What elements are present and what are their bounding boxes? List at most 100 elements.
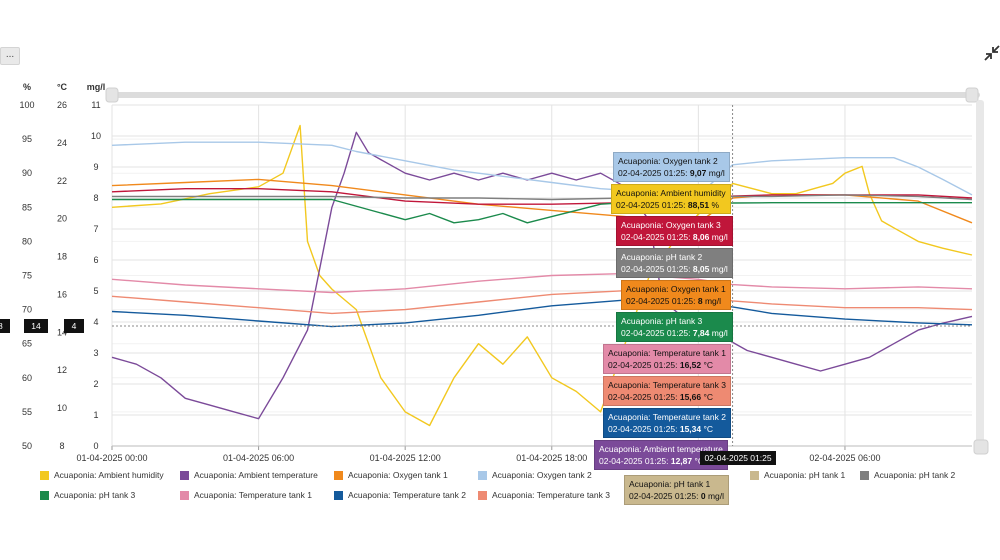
y-tick-label-pct: 80 [22,236,32,246]
legend-item[interactable]: Acuaponia: pH tank 3 [40,490,135,500]
x-tick-label: 01-04-2025 00:00 [76,453,147,463]
y-tick-label-deg: 12 [57,365,67,375]
tooltip-value-line: 02-04-2025 01:25: 15,66 °C [608,391,726,403]
y-tick-label-pct: 90 [22,168,32,178]
legend-swatch [478,470,487,480]
y-tick-label-pct: 50 [22,441,32,451]
series-line [111,141,973,196]
tooltip-value-line: 02-04-2025 01:25: 8 mg/l [626,295,726,307]
tooltip-value: 15,66 [679,392,702,402]
y-axis-unit-pct: % [23,82,31,92]
tooltip-value: 7,84 [692,328,710,338]
tooltip-time: 02-04-2025 01:25: [616,200,688,210]
y-tick-label-deg: 20 [57,214,67,224]
tooltip-value: 8 [697,296,703,306]
series-tooltip: Acuaponia: Oxygen tank 3 02-04-2025 01:25… [616,216,733,246]
legend-item[interactable]: Acuaponia: Temperature tank 1 [180,490,312,500]
y-tick-label-mgl: 0 [93,441,98,451]
vertical-scrollbar [976,100,984,446]
legend-swatch [334,490,343,500]
tooltip-value-line: 02-04-2025 01:25: 8,05 mg/l [621,263,728,275]
collapse-icon[interactable] [984,45,1000,61]
legend-label: Acuaponia: Temperature tank 1 [194,490,312,500]
legend-item[interactable]: Acuaponia: Oxygen tank 2 [478,470,592,480]
legend-swatch [860,470,869,480]
series-tooltip: Acuaponia: pH tank 1 02-04-2025 01:25: 0 … [624,475,729,505]
navigator-handle-left [105,87,119,103]
series-line [112,198,972,224]
y-tick-label-mgl: 5 [93,286,98,296]
y-tick-label-pct: 65 [22,339,32,349]
legend-item[interactable]: Acuaponia: Oxygen tank 1 [334,470,448,480]
tooltip-series-name: Acuaponia: pH tank 1 [629,479,711,489]
y-tick-label-mgl: 10 [91,131,101,141]
y-tick-label-deg: 14 [57,327,67,337]
legend-swatch [334,470,343,480]
tooltip-value: 8,06 [692,232,710,242]
legend-label: Acuaponia: Oxygen tank 1 [348,470,448,480]
y-axis-unit-mgl: mg/l [87,82,106,92]
legend-item[interactable]: Acuaponia: pH tank 2 [860,470,955,480]
legend-swatch [750,470,759,480]
tooltip-time: 02-04-2025 01:25: [608,424,680,434]
tooltip-value-line: 02-04-2025 01:25: 16,52 °C [608,359,726,371]
legend-item[interactable]: Acuaponia: Temperature tank 3 [478,490,610,500]
tooltip-value-line: 02-04-2025 01:25: 8,06 mg/l [621,231,728,243]
legend-item[interactable]: Acuaponia: Ambient temperature [180,470,318,480]
tooltip-time: 02-04-2025 01:25: [629,491,701,501]
series-tooltip: Acuaponia: Temperature tank 2 02-04-2025 … [603,408,731,438]
series-line [111,290,973,315]
y-tick-label-mgl: 3 [93,348,98,358]
tooltip-unit: mg/l [709,328,728,338]
y-tick-label-mgl: 7 [93,224,98,234]
crosshair-time-flag: 02-04-2025 01:25 [700,451,776,465]
chart-menu-button[interactable]: ... [0,47,20,65]
tooltip-time: 02-04-2025 01:25: [621,232,693,242]
legend-item[interactable]: Acuaponia: Ambient humidity [40,470,164,480]
tooltip-series-name: Acuaponia: Ambient humidity [616,188,726,198]
series-line [111,299,973,328]
tooltip-time: 02-04-2025 01:25: [599,456,671,466]
y-tick-label-deg: 18 [57,252,67,262]
legend-label: Acuaponia: pH tank 1 [764,470,846,480]
tooltip-time: 02-04-2025 01:25: [608,392,680,402]
y-tick-label-pct: 55 [22,407,32,417]
legend-swatch [180,470,189,480]
tooltip-time: 02-04-2025 01:25: [621,264,693,274]
y-tick-label-pct: 95 [22,134,32,144]
tooltip-time: 02-04-2025 01:25: [608,360,680,370]
tooltip-unit: °C [701,360,714,370]
scrollbar-handle [973,439,989,455]
tooltip-value-line: 02-04-2025 01:25: 12,87 °C [599,455,723,467]
y-tick-label-pct: 70 [22,305,32,315]
tooltip-value: 9,07 [689,168,707,178]
y-tick-label-deg: 24 [57,138,67,148]
tooltip-unit: mg/l [709,232,728,242]
legend-label: Acuaponia: pH tank 2 [874,470,956,480]
crosshair-axis-flag: 68 [0,319,10,333]
tooltip-value-line: 02-04-2025 01:25: 7,84 mg/l [621,327,728,339]
tooltip-unit: mg/l [709,264,728,274]
series-tooltip: Acuaponia: pH tank 3 02-04-2025 01:25: 7,… [616,312,733,342]
legend-item[interactable]: Acuaponia: Temperature tank 2 [334,490,466,500]
tooltip-value-line: 02-04-2025 01:25: 0 mg/l [629,490,724,502]
y-tick-label-mgl: 9 [93,162,98,172]
legend-label: Acuaponia: pH tank 3 [54,490,136,500]
tooltip-series-name: Acuaponia: Temperature tank 3 [608,380,726,390]
tooltip-value: 12,87 [670,456,693,466]
tooltip-unit: mg/l [705,491,724,501]
series-tooltip: Acuaponia: Ambient humidity 02-04-2025 01… [611,184,731,214]
tooltip-series-name: Acuaponia: pH tank 3 [621,316,703,326]
legend-label: Acuaponia: Ambient temperature [194,470,318,480]
tooltip-unit: mg/l [702,296,721,306]
legend-swatch [478,490,487,500]
y-tick-label-mgl: 1 [93,410,98,420]
series-line [111,178,973,224]
tooltip-value: 88,51 [687,200,710,210]
y-tick-label-mgl: 2 [93,379,98,389]
tooltip-value-line: 02-04-2025 01:25: 15,34 °C [608,423,726,435]
y-tick-label-mgl: 11 [91,100,100,110]
x-tick-label: 01-04-2025 12:00 [370,453,441,463]
legend-item[interactable]: Acuaponia: pH tank 1 [750,470,845,480]
